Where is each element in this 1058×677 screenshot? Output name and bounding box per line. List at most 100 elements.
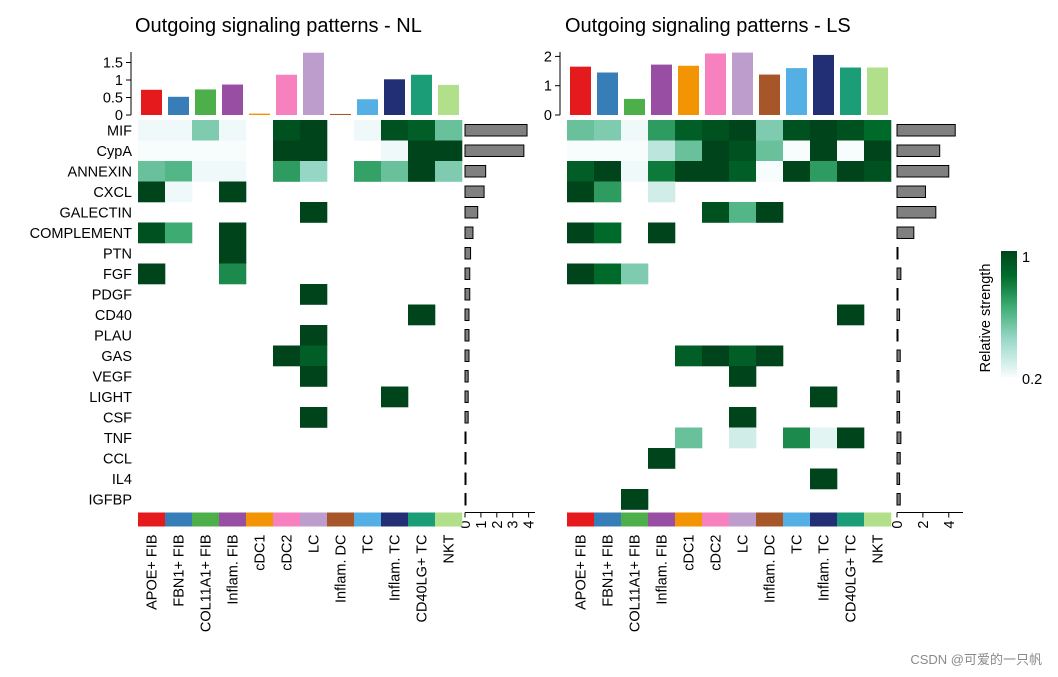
cell-type-label: cDC1 (682, 535, 698, 571)
top-bar (330, 113, 351, 115)
cell-color-strip (864, 512, 892, 527)
top-bar (597, 72, 618, 115)
right-bar (464, 452, 467, 465)
pathway-label: GALECTIN (59, 205, 132, 221)
top-bar (438, 84, 459, 115)
right-bar (896, 124, 956, 137)
heatmap-cell (729, 366, 757, 387)
cell-color-strip (300, 512, 328, 527)
cell-color-strip (810, 512, 838, 527)
heatmap-cell (810, 140, 838, 162)
cell-type-label: CD40LG+ TC (844, 535, 860, 623)
right-bar (464, 144, 525, 157)
pathway-label: IGFBP (88, 492, 132, 508)
right-bar (464, 206, 479, 219)
cell-type-label: TC (361, 535, 377, 554)
pathway-label: FGF (103, 267, 132, 283)
heatmap-cell (165, 120, 193, 141)
cell-type-label: NKT (442, 534, 458, 563)
heatmap-cell (594, 181, 622, 203)
heatmap-cell (756, 345, 784, 367)
heatmap-cell (192, 161, 220, 182)
pathway-label: ANNEXIN (68, 164, 132, 180)
heatmap-cell (408, 140, 436, 162)
pathway-label: IL4 (112, 472, 132, 488)
pathway-label: CD40 (95, 308, 132, 324)
top-bar (222, 84, 243, 115)
heatmap-cell (408, 120, 436, 141)
heatmap-cell (138, 140, 166, 162)
right-axis-tick-label: 0 (458, 521, 474, 529)
right-bar (896, 288, 899, 301)
heatmap-cell (783, 140, 811, 162)
heatmap-cell (675, 140, 703, 162)
heatmap-cell (381, 161, 409, 182)
heatmap-cell (648, 161, 676, 182)
heatmap-cell (729, 427, 757, 449)
legend-max-label: 1 (1022, 250, 1030, 266)
cell-type-label: cDC1 (253, 535, 269, 571)
right-bar (464, 226, 474, 239)
top-axis-tick-label: 1.5 (103, 56, 123, 72)
right-bar (896, 185, 926, 198)
heatmap-cell (567, 222, 595, 244)
cell-color-strip (408, 512, 436, 527)
heatmap-cell (273, 140, 301, 162)
heatmap-cell (300, 140, 328, 162)
pathway-label: PLAU (94, 328, 132, 344)
cell-color-strip (219, 512, 247, 527)
heatmap-cell (621, 263, 649, 285)
pathway-label: CXCL (93, 185, 132, 201)
heatmap-cell (810, 427, 838, 449)
cell-color-strip (675, 512, 703, 527)
ls-title: Outgoing signaling patterns - LS (565, 15, 851, 37)
cell-type-label: cDC2 (709, 535, 725, 571)
cell-type-label: Inflam. DC (334, 535, 350, 604)
heatmap-cell (408, 304, 436, 326)
right-bar (464, 267, 471, 280)
top-bar (813, 54, 834, 115)
heatmap-cell (381, 120, 409, 141)
pathway-label: CSF (103, 410, 132, 426)
top-bar (678, 65, 699, 115)
right-axis-tick-label: 2 (916, 521, 932, 529)
pathway-label: CCL (103, 451, 132, 467)
top-bar (249, 113, 270, 115)
heatmap-cell (675, 161, 703, 182)
right-bar (896, 472, 901, 485)
heatmap-cell (219, 263, 247, 285)
heatmap-cell (621, 489, 649, 510)
heatmap-cell (756, 140, 784, 162)
right-bar (896, 329, 899, 342)
top-bar (867, 67, 888, 115)
cell-type-label: LC (736, 535, 752, 554)
right-axis-tick-label: 0 (890, 521, 906, 529)
heatmap-cell (702, 345, 730, 367)
heatmap-cell (219, 161, 247, 182)
heatmap-cell (138, 222, 166, 244)
heatmap-cell (219, 140, 247, 162)
cell-color-strip (138, 512, 166, 527)
heatmap-cell (300, 325, 328, 346)
heatmap-cell (300, 202, 328, 223)
right-bar (464, 185, 485, 198)
heatmap-cell (138, 161, 166, 182)
heatmap-cell (165, 222, 193, 244)
nl-panel: 00.511.5MIFCypAANNEXINCXCLGALECTINCOMPLE… (30, 52, 538, 632)
heatmap-cell (702, 161, 730, 182)
heatmap-cell (837, 427, 865, 449)
right-bar (464, 124, 528, 137)
legend-title: Relative strength (978, 264, 994, 373)
nl-title: Outgoing signaling patterns - NL (135, 15, 422, 37)
legend-min-label: 0.2 (1022, 372, 1042, 388)
top-axis-tick-label: 0 (115, 108, 123, 124)
heatmap-cell (435, 161, 463, 182)
heatmap-cell (567, 120, 595, 141)
top-bar (411, 74, 432, 115)
heatmap-cell (567, 263, 595, 285)
cell-type-label: FBN1+ FIB (172, 535, 188, 607)
heatmap-cell (837, 161, 865, 182)
right-axis-tick-label: 4 (942, 521, 958, 529)
cell-type-label: COL11A1+ FIB (199, 535, 215, 633)
right-axis-tick-label: 3 (506, 521, 522, 529)
